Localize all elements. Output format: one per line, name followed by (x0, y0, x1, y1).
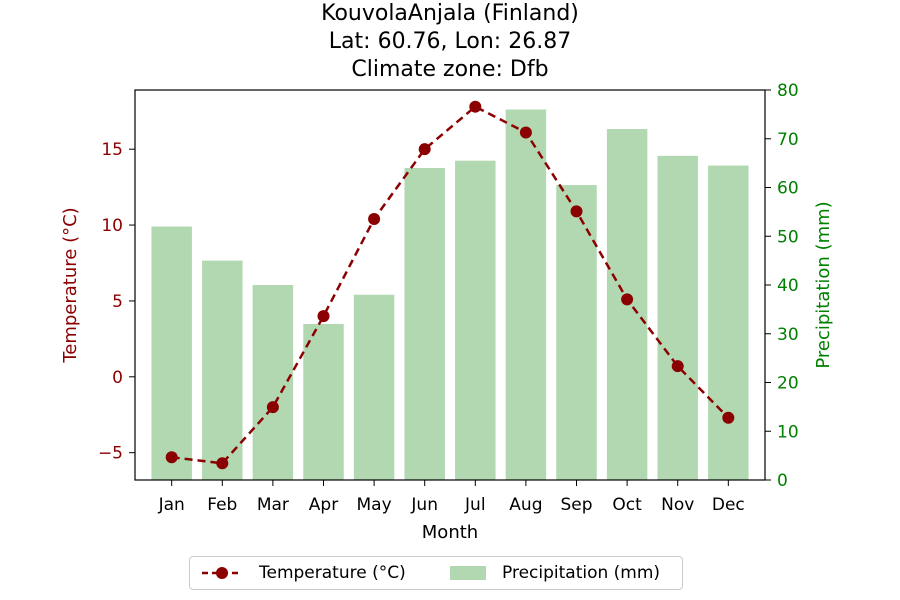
right-tick-label: 0 (777, 471, 788, 491)
x-tick-label-may: May (357, 495, 392, 515)
temperature-point-may (368, 212, 381, 225)
right-tick-label: 40 (777, 276, 799, 296)
precip-bar-mar (252, 285, 294, 480)
legend-label-temperature: Temperature (°C) (259, 563, 406, 583)
temperature-point-oct (621, 293, 634, 306)
precip-bar-apr (303, 324, 344, 480)
legend-line-marker-icon (202, 567, 242, 579)
temperature-point-feb (216, 457, 229, 470)
left-tick-label: 10 (101, 216, 123, 236)
left-tick-label: −5 (98, 444, 123, 464)
x-tick-label-jul: Jul (464, 495, 486, 515)
temperature-point-mar (266, 401, 279, 414)
temperature-point-jan (165, 451, 178, 464)
left-tick-label: 0 (112, 368, 123, 388)
precip-bar-jan (151, 226, 192, 480)
temperature-point-nov (671, 360, 684, 373)
x-tick-label-oct: Oct (612, 495, 642, 515)
x-tick-label-sep: Sep (560, 495, 592, 515)
chart-title-line-3: Climate zone: Dfb (351, 57, 549, 82)
precip-bar-feb (202, 260, 243, 480)
temperature-point-jun (418, 143, 431, 156)
x-tick-label-aug: Aug (509, 495, 542, 515)
precip-bar-jul (455, 160, 496, 480)
precip-bar-jun (404, 168, 445, 480)
y-left-axis-label: Temperature (°C) (60, 207, 81, 363)
x-tick-label-apr: Apr (309, 495, 338, 515)
right-tick-label: 80 (777, 81, 799, 101)
precip-bar-sep (556, 185, 597, 480)
right-tick-label: 50 (777, 227, 799, 247)
precip-bar-dec (708, 165, 749, 480)
right-tick-label: 70 (777, 130, 799, 150)
x-tick-label-dec: Dec (712, 495, 745, 515)
left-tick-label: 15 (101, 140, 123, 160)
x-tick-label-nov: Nov (661, 495, 694, 515)
x-tick-label-feb: Feb (207, 495, 237, 515)
temperature-point-apr (317, 310, 330, 323)
legend-item-temperature: Temperature (°C) (200, 557, 406, 589)
legend-label-precipitation: Precipitation (mm) (502, 563, 661, 583)
right-tick-label: 20 (777, 374, 799, 394)
precip-bar-may (353, 294, 395, 480)
precip-bar-aug (505, 109, 547, 480)
temperature-point-sep (570, 205, 583, 218)
temperature-point-jul (469, 100, 482, 113)
right-tick-label: 60 (777, 179, 799, 199)
chart-title-line-1: KouvolaAnjala (Finland) (321, 1, 579, 26)
temperature-point-dec (722, 411, 735, 424)
x-axis-label: Month (422, 522, 478, 543)
chart-title-line-2: Lat: 60.76, Lon: 26.87 (328, 29, 572, 54)
right-tick-label: 30 (777, 325, 799, 345)
y-right-axis-label: Precipitation (mm) (813, 201, 834, 368)
left-tick-label: 5 (112, 292, 123, 312)
temperature-point-aug (519, 126, 532, 139)
right-tick-label: 10 (777, 422, 799, 442)
chart-legend: Temperature (°C) Precipitation (mm) (189, 556, 683, 590)
temperature-line (171, 105, 730, 465)
legend-item-precipitation: Precipitation (mm) (448, 557, 660, 589)
x-tick-label-jun: Jun (410, 495, 438, 515)
x-tick-label-mar: Mar (257, 495, 289, 515)
legend-bar-swatch-icon (450, 566, 486, 580)
precip-bar-nov (657, 155, 698, 480)
x-tick-label-jan: Jan (158, 495, 185, 515)
